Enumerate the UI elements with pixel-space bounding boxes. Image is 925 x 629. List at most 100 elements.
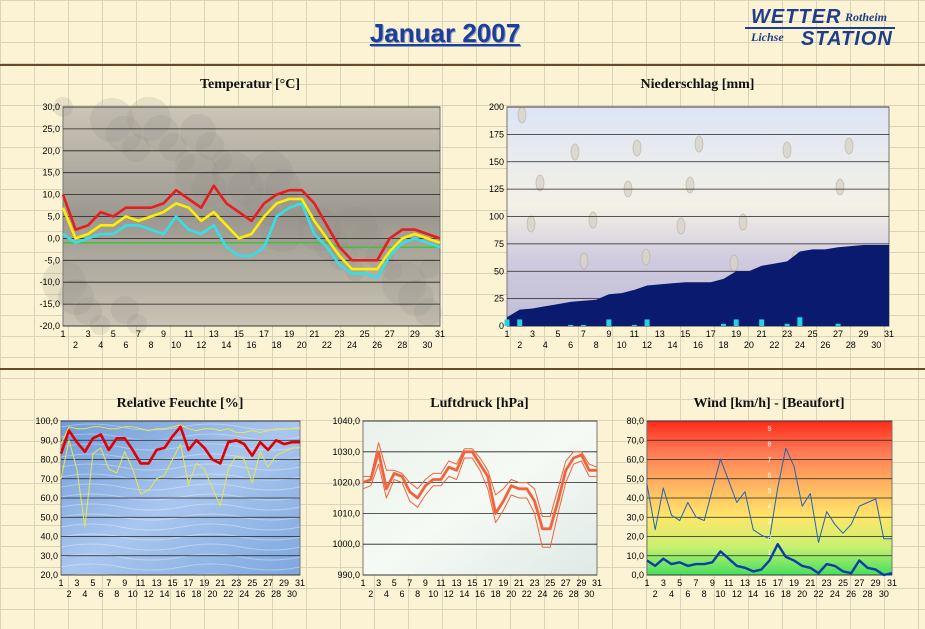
stone-texture xyxy=(350,224,386,260)
water-texture xyxy=(60,463,301,471)
bar-daily-precipitation xyxy=(759,319,765,326)
bar-daily-precipitation xyxy=(504,319,510,326)
y-tick-label: 200 xyxy=(489,102,504,112)
x-tick-label: 30 xyxy=(287,589,297,599)
x-tick-label: 30 xyxy=(871,340,881,350)
y-tick-label: 60,0 xyxy=(626,455,644,465)
raindrop-decoration xyxy=(835,178,845,196)
stone-texture xyxy=(175,153,219,197)
stone-texture xyxy=(382,260,402,280)
x-tick-label: 23 xyxy=(334,329,344,339)
x-tick-label: 26 xyxy=(846,589,856,599)
x-tick-label: 26 xyxy=(372,340,382,350)
x-tick-label: 4 xyxy=(669,589,674,599)
x-tick-label: 19 xyxy=(789,578,799,588)
x-tick-label: 13 xyxy=(655,329,665,339)
x-tick-label: 27 xyxy=(561,578,571,588)
x-tick-label: 30 xyxy=(879,589,889,599)
x-tick-label: 29 xyxy=(279,578,289,588)
x-tick-label: 14 xyxy=(221,340,231,350)
x-tick-label: 23 xyxy=(530,578,540,588)
raindrop-decoration xyxy=(729,254,739,272)
beaufort-label: 6 xyxy=(768,473,772,480)
x-tick-label: 5 xyxy=(555,329,560,339)
x-tick-label: 5 xyxy=(392,578,397,588)
stone-texture xyxy=(106,116,142,152)
x-tick-label: 18 xyxy=(781,589,791,599)
x-tick-label: 20 xyxy=(506,589,516,599)
x-tick-label: 25 xyxy=(247,578,257,588)
bar-daily-precipitation xyxy=(644,319,650,326)
y-tick-label: 15,0 xyxy=(42,168,60,178)
bar-daily-precipitation xyxy=(784,323,790,326)
x-tick-label: 18 xyxy=(718,340,728,350)
x-tick-label: 6 xyxy=(98,589,103,599)
y-tick-label: 60,0 xyxy=(40,493,58,503)
x-tick-label: 13 xyxy=(209,329,219,339)
x-tick-label: 23 xyxy=(231,578,241,588)
y-tick-label: 70,0 xyxy=(626,435,644,445)
x-tick-label: 9 xyxy=(122,578,127,588)
x-tick-label: 15 xyxy=(680,329,690,339)
y-tick-label: 90,0 xyxy=(40,435,58,445)
x-tick-label: 29 xyxy=(576,578,586,588)
stone-texture xyxy=(90,315,110,335)
x-tick-label: 31 xyxy=(887,578,897,588)
chart-title-wind: Wind [km/h] - [Beaufort] xyxy=(693,396,845,411)
x-tick-label: 15 xyxy=(467,578,477,588)
x-tick-label: 20 xyxy=(297,340,307,350)
x-tick-label: 21 xyxy=(805,578,815,588)
chart-title-temperature: Temperatur [°C] xyxy=(199,77,301,92)
divider-top xyxy=(0,64,925,66)
x-tick-label: 3 xyxy=(86,329,91,339)
logo-word-3: Lichse xyxy=(751,30,784,44)
x-tick-label: 9 xyxy=(161,329,166,339)
x-tick-label: 22 xyxy=(813,589,823,599)
x-tick-label: 15 xyxy=(234,329,244,339)
x-tick-label: 14 xyxy=(459,589,469,599)
logo-bar xyxy=(745,27,895,29)
x-tick-label: 12 xyxy=(144,589,154,599)
bar-daily-precipitation xyxy=(797,317,803,326)
x-tick-label: 18 xyxy=(191,589,201,599)
stone-texture xyxy=(191,171,227,207)
station-logo: WETTER Rotheim Lichse STATION xyxy=(745,6,905,52)
x-tick-label: 3 xyxy=(530,329,535,339)
x-tick-label: 7 xyxy=(136,329,141,339)
water-texture xyxy=(60,433,301,441)
page-title: Januar 2007 xyxy=(369,18,521,48)
x-tick-label: 2 xyxy=(653,589,658,599)
x-tick-label: 31 xyxy=(295,578,305,588)
y-tick-label: -20,0 xyxy=(39,321,60,331)
x-tick-label: 11 xyxy=(436,578,445,588)
raindrop-decoration xyxy=(579,252,589,270)
x-tick-label: 25 xyxy=(545,578,555,588)
x-tick-label: 18 xyxy=(491,589,501,599)
y-tick-label: 20,0 xyxy=(42,146,60,156)
y-tick-label: 40,0 xyxy=(626,493,644,503)
water-texture xyxy=(60,573,301,581)
series-line-wind-avg xyxy=(646,543,893,577)
stone-texture xyxy=(382,262,426,306)
x-tick-label: 21 xyxy=(309,329,319,339)
x-tick-label: 6 xyxy=(685,589,690,599)
series-line-humidity-avg xyxy=(59,425,300,465)
y-tick-label: -15,0 xyxy=(39,299,60,309)
water-texture xyxy=(60,563,301,571)
y-tick-label: 1010,0 xyxy=(332,508,360,518)
x-tick-label: 27 xyxy=(263,578,273,588)
bar-daily-precipitation xyxy=(580,324,586,326)
y-tick-label: 125 xyxy=(489,184,504,194)
x-tick-label: 6 xyxy=(123,340,128,350)
stone-texture xyxy=(122,134,150,162)
x-tick-label: 22 xyxy=(769,340,779,350)
water-texture xyxy=(60,503,301,511)
x-tick-label: 21 xyxy=(757,329,767,339)
x-tick-label: 8 xyxy=(114,589,119,599)
x-tick-label: 25 xyxy=(360,329,370,339)
y-tick-label: 100 xyxy=(489,212,504,222)
bar-daily-precipitation xyxy=(720,323,726,326)
x-tick-label: 14 xyxy=(160,589,170,599)
y-tick-label: 50 xyxy=(494,266,504,276)
x-tick-label: 19 xyxy=(199,578,209,588)
